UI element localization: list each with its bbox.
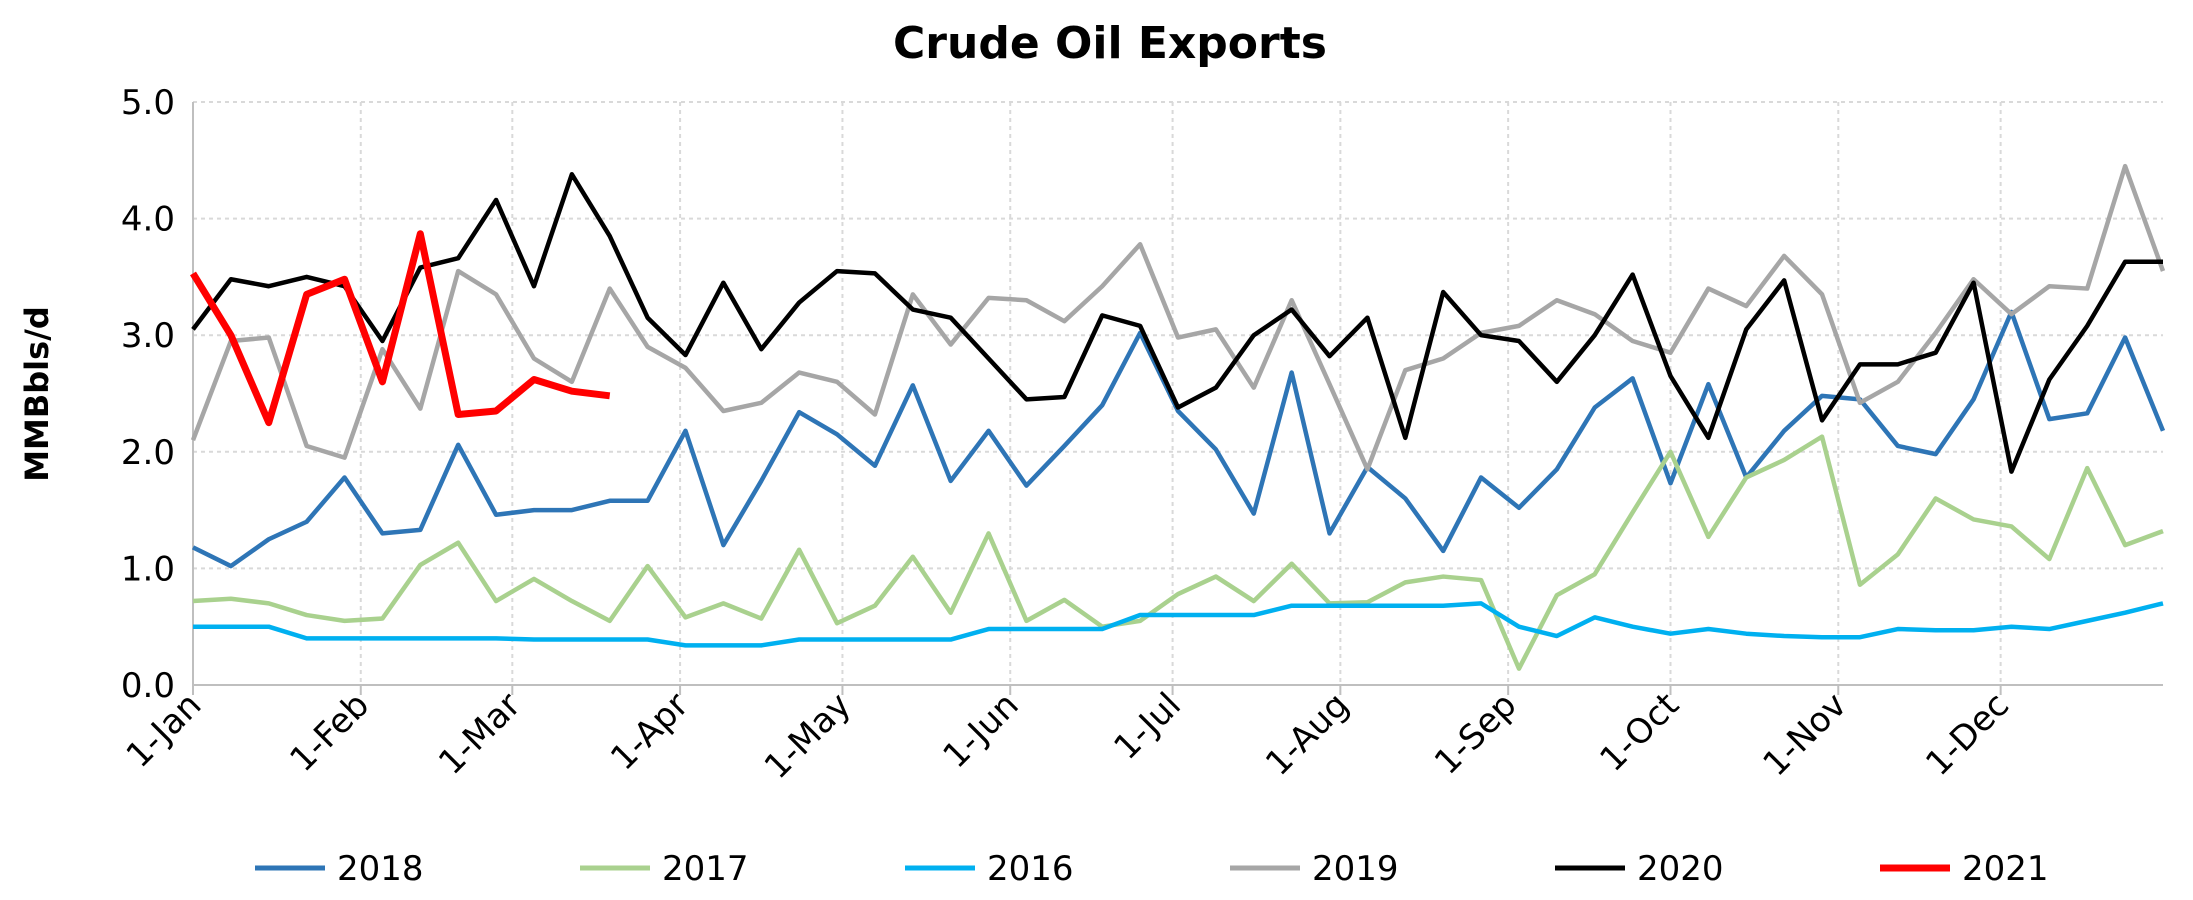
x-tick-label: 1-May bbox=[757, 685, 859, 787]
legend-label: 2018 bbox=[337, 849, 424, 889]
y-tick-label: 4.0 bbox=[121, 200, 175, 240]
legend-label: 2020 bbox=[1637, 849, 1724, 889]
x-tick-label: 1-Dec bbox=[1918, 685, 2017, 784]
y-tick-label: 2.0 bbox=[121, 433, 175, 473]
x-tick-label: 1-Feb bbox=[282, 685, 377, 780]
series-line bbox=[190, 163, 2166, 472]
x-tick-label: 1-Mar bbox=[431, 685, 529, 783]
series-line bbox=[193, 601, 2164, 648]
series-line bbox=[192, 434, 2164, 671]
legend-label: 2016 bbox=[987, 849, 1074, 889]
legend-label: 2017 bbox=[662, 849, 749, 889]
series-line bbox=[190, 230, 611, 427]
y-tick-label: 3.0 bbox=[121, 316, 175, 356]
x-tick-label: 1-Jun bbox=[935, 685, 1026, 776]
series-line bbox=[192, 309, 2166, 569]
x-tick-label: 1-Apr bbox=[603, 685, 696, 778]
y-tick-label: 5.0 bbox=[121, 83, 175, 123]
x-tick-label: 1-Jul bbox=[1106, 685, 1189, 768]
series-line bbox=[191, 172, 2163, 474]
x-tick-label: 1-Nov bbox=[1755, 685, 1854, 784]
chart-title: Crude Oil Exports bbox=[893, 18, 1327, 69]
y-tick-label: 1.0 bbox=[121, 549, 175, 589]
y-axis-title: MMBbls/d bbox=[18, 306, 56, 482]
legend-label: 2021 bbox=[1962, 849, 2049, 889]
x-tick-label: 1-Sep bbox=[1427, 685, 1525, 783]
legend-label: 2019 bbox=[1312, 849, 1399, 889]
x-tick-label: 1-Aug bbox=[1258, 685, 1357, 784]
x-tick-label: 1-Oct bbox=[1592, 685, 1686, 779]
y-tick-label: 0.0 bbox=[121, 666, 175, 706]
